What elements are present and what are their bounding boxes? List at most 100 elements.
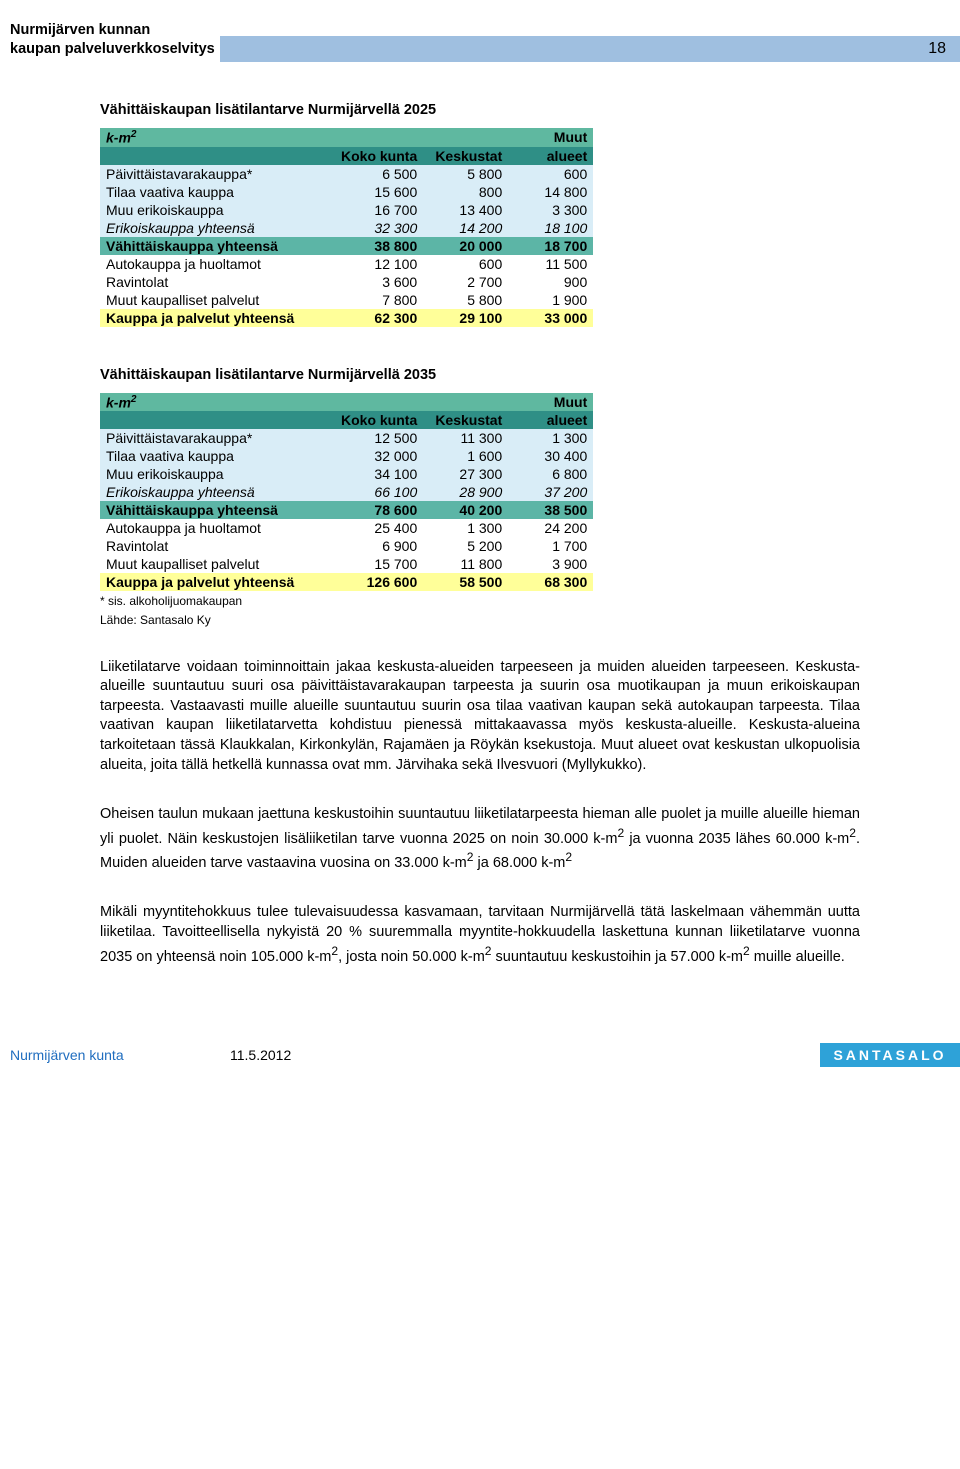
row-value: 38 800 xyxy=(335,237,423,255)
row-value: 27 300 xyxy=(423,465,508,483)
row-value: 5 800 xyxy=(423,291,508,309)
table-row: Autokauppa ja huoltamot12 10060011 500 xyxy=(100,255,593,273)
row-value: 20 000 xyxy=(423,237,508,255)
row-value: 25 400 xyxy=(335,519,423,537)
row-value: 800 xyxy=(423,183,508,201)
row-label: Erikoiskauppa yhteensä xyxy=(100,219,335,237)
row-label: Vähittäiskauppa yhteensä xyxy=(100,501,335,519)
row-value: 6 800 xyxy=(508,465,593,483)
section-title-2025: Vähittäiskaupan lisätilantarve Nurmijärv… xyxy=(100,102,920,118)
row-label: Ravintolat xyxy=(100,273,335,291)
footer-logo: SANTASALO xyxy=(820,1043,960,1067)
body-paragraph-2: Oheisen taulun mukaan jaettuna keskustoi… xyxy=(100,805,860,873)
row-value: 34 100 xyxy=(335,465,423,483)
row-value: 900 xyxy=(508,273,593,291)
table-row: Vähittäiskauppa yhteensä78 60040 20038 5… xyxy=(100,501,593,519)
row-value: 66 100 xyxy=(335,483,423,501)
row-value: 33 000 xyxy=(508,309,593,327)
col-muut-top: Muut xyxy=(508,393,593,412)
table-row: Ravintolat3 6002 700900 xyxy=(100,273,593,291)
table-row: Muu erikoiskauppa34 10027 3006 800 xyxy=(100,465,593,483)
row-label: Ravintolat xyxy=(100,537,335,555)
row-label: Muut kaupalliset palvelut xyxy=(100,291,335,309)
row-value: 1 600 xyxy=(423,447,508,465)
col-header-col3: alueet xyxy=(508,411,593,429)
row-value: 1 900 xyxy=(508,291,593,309)
row-value: 24 200 xyxy=(508,519,593,537)
row-value: 3 600 xyxy=(335,273,423,291)
table-row: Päivittäistavarakauppa*6 5005 800600 xyxy=(100,165,593,183)
col-header-col2: Keskustat xyxy=(423,147,508,165)
table-row: Tilaa vaativa kauppa15 60080014 800 xyxy=(100,183,593,201)
doc-title: Nurmijärven kunnan kaupan palveluverkkos… xyxy=(0,15,220,62)
table-row: Tilaa vaativa kauppa32 0001 60030 400 xyxy=(100,447,593,465)
row-value: 11 500 xyxy=(508,255,593,273)
table-row: Muu erikoiskauppa16 70013 4003 300 xyxy=(100,201,593,219)
col-header-col1: Koko kunta xyxy=(335,411,423,429)
col-header-col1: Koko kunta xyxy=(335,147,423,165)
row-value: 14 200 xyxy=(423,219,508,237)
row-value: 62 300 xyxy=(335,309,423,327)
row-label: Muut kaupalliset palvelut xyxy=(100,555,335,573)
doc-title-line2: kaupan palveluverkkoselvitys xyxy=(10,41,215,57)
row-value: 58 500 xyxy=(423,573,508,591)
row-label: Autokauppa ja huoltamot xyxy=(100,519,335,537)
row-value: 11 300 xyxy=(423,429,508,447)
row-label: Päivittäistavarakauppa* xyxy=(100,429,335,447)
page-footer: Nurmijärven kunta 11.5.2012 SANTASALO xyxy=(0,1037,960,1075)
table-row: Kauppa ja palvelut yhteensä126 60058 500… xyxy=(100,573,593,591)
unit-header: k-m2 xyxy=(100,393,335,412)
section-title-2035: Vähittäiskaupan lisätilantarve Nurmijärv… xyxy=(100,367,920,383)
row-value: 12 500 xyxy=(335,429,423,447)
row-value: 126 600 xyxy=(335,573,423,591)
row-value: 2 700 xyxy=(423,273,508,291)
row-label: Vähittäiskauppa yhteensä xyxy=(100,237,335,255)
row-value: 32 300 xyxy=(335,219,423,237)
table-2025: k-m2MuutKoko kuntaKeskustatalueetPäivitt… xyxy=(100,128,593,327)
row-label: Muu erikoiskauppa xyxy=(100,201,335,219)
footer-date: 11.5.2012 xyxy=(230,1047,820,1063)
row-value: 15 600 xyxy=(335,183,423,201)
row-value: 5 200 xyxy=(423,537,508,555)
row-value: 32 000 xyxy=(335,447,423,465)
row-value: 5 800 xyxy=(423,165,508,183)
row-value: 40 200 xyxy=(423,501,508,519)
row-value: 68 300 xyxy=(508,573,593,591)
table-row: Kauppa ja palvelut yhteensä62 30029 1003… xyxy=(100,309,593,327)
row-value: 7 800 xyxy=(335,291,423,309)
row-value: 38 500 xyxy=(508,501,593,519)
footnote-source: Lähde: Santasalo Ky xyxy=(100,612,920,628)
footer-org: Nurmijärven kunta xyxy=(10,1047,230,1063)
row-value: 18 700 xyxy=(508,237,593,255)
row-label: Päivittäistavarakauppa* xyxy=(100,165,335,183)
table-row: Muut kaupalliset palvelut15 70011 8003 9… xyxy=(100,555,593,573)
page-number-bar: 18 xyxy=(220,36,960,62)
col-header-col3: alueet xyxy=(508,147,593,165)
row-value: 1 700 xyxy=(508,537,593,555)
table-row: Autokauppa ja huoltamot25 4001 30024 200 xyxy=(100,519,593,537)
row-label: Muu erikoiskauppa xyxy=(100,465,335,483)
row-label: Autokauppa ja huoltamot xyxy=(100,255,335,273)
row-value: 12 100 xyxy=(335,255,423,273)
row-value: 28 900 xyxy=(423,483,508,501)
col-muut-top: Muut xyxy=(508,128,593,147)
table-row: Erikoiskauppa yhteensä66 10028 90037 200 xyxy=(100,483,593,501)
table-2035: k-m2MuutKoko kuntaKeskustatalueetPäivitt… xyxy=(100,393,593,592)
row-value: 600 xyxy=(423,255,508,273)
row-value: 14 800 xyxy=(508,183,593,201)
row-label: Tilaa vaativa kauppa xyxy=(100,447,335,465)
row-value: 600 xyxy=(508,165,593,183)
row-value: 78 600 xyxy=(335,501,423,519)
row-value: 11 800 xyxy=(423,555,508,573)
unit-header: k-m2 xyxy=(100,128,335,147)
row-value: 16 700 xyxy=(335,201,423,219)
table-row: Erikoiskauppa yhteensä32 30014 20018 100 xyxy=(100,219,593,237)
row-value: 3 300 xyxy=(508,201,593,219)
row-value: 6 500 xyxy=(335,165,423,183)
row-value: 29 100 xyxy=(423,309,508,327)
table-row: Päivittäistavarakauppa*12 50011 3001 300 xyxy=(100,429,593,447)
row-value: 1 300 xyxy=(508,429,593,447)
row-value: 18 100 xyxy=(508,219,593,237)
footnote-asterisk: * sis. alkoholijuomakaupan xyxy=(100,593,920,609)
table-row: Ravintolat6 9005 2001 700 xyxy=(100,537,593,555)
